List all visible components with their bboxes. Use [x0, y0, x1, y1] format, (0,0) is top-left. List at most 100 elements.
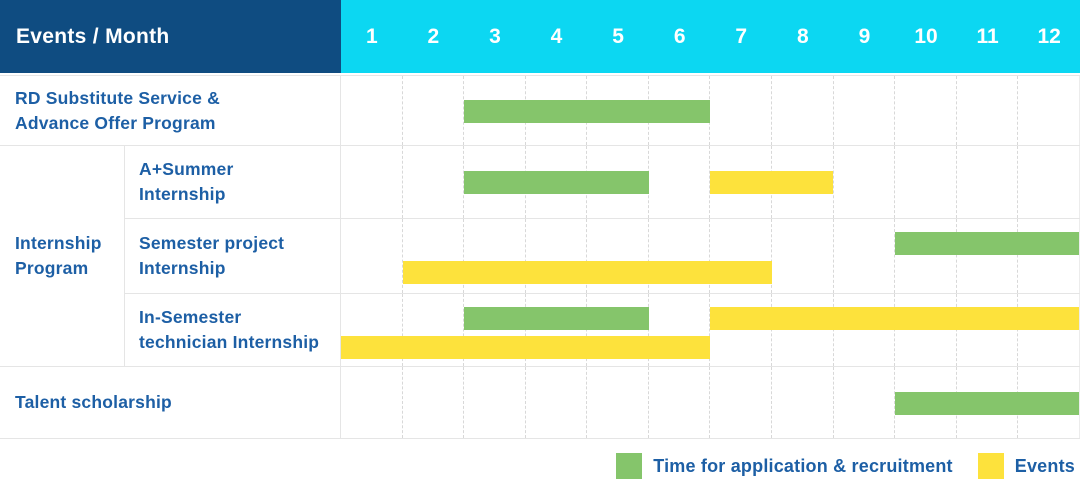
month-grid-column	[832, 367, 895, 438]
month-grid-column	[401, 146, 464, 218]
group-label-internship: Internship Program	[0, 146, 125, 366]
month-grid-column	[771, 219, 833, 293]
row-label-technician: In-Semester technician Internship	[125, 294, 341, 366]
month-header-cell: 9	[858, 24, 871, 48]
month-grid-column	[524, 219, 587, 293]
row-label-semester: Semester project Internship	[125, 219, 341, 293]
month-grid-column	[1017, 294, 1079, 366]
month-grid-column	[832, 294, 895, 366]
month-header-row: 1 2 3 4 5 6 7 8 9 10 11 12	[341, 0, 1080, 73]
row-label-talent: Talent scholarship	[0, 367, 341, 438]
month-grid-column	[771, 294, 833, 366]
gantt-bar-application	[464, 99, 710, 123]
group-rows: A+Summer Internship Semester project Int…	[125, 146, 1080, 366]
month-header-cell: 4	[550, 24, 563, 48]
row-label-rd-line2: Advance Offer Program	[15, 112, 216, 133]
group-label-line2: Program	[15, 258, 89, 278]
month-grid-column	[463, 146, 525, 218]
month-grid-column	[709, 294, 771, 366]
row-a-plus-summer: A+Summer Internship	[125, 146, 1080, 219]
legend-swatch-application	[616, 453, 643, 479]
month-grid-column	[463, 367, 525, 438]
row-rd-substitute: RD Substitute Service & Advance Offer Pr…	[0, 76, 1080, 146]
chart-area-technician	[341, 294, 1080, 366]
month-grid-column	[586, 367, 648, 438]
month-grid-column	[401, 294, 464, 366]
gantt-bar-events	[710, 307, 1079, 330]
chart-area-summer	[341, 146, 1080, 218]
chart-area-talent	[341, 367, 1080, 438]
month-grid-column	[894, 219, 956, 293]
month-grid-column	[463, 294, 525, 366]
month-header-cell: 1	[365, 24, 378, 48]
legend: Time for application & recruitment Event…	[0, 439, 1080, 493]
month-grid-column	[341, 219, 402, 293]
month-grid-column	[771, 76, 833, 145]
month-grid-column	[709, 367, 771, 438]
month-header-cell: 2	[427, 24, 440, 48]
gantt-bar-application	[464, 307, 649, 330]
month-header-cell: 12	[1037, 24, 1061, 48]
row-label-rd-line1: RD Substitute Service &	[15, 87, 220, 108]
month-grid-column	[401, 219, 464, 293]
group-internship-program: Internship Program A+Summer Internship S…	[0, 146, 1080, 367]
month-header-cell: 10	[914, 24, 938, 48]
month-grid-column	[341, 146, 402, 218]
month-grid-column	[832, 76, 895, 145]
month-grid-column	[955, 146, 1018, 218]
month-grid-column	[647, 146, 710, 218]
row-label-semester-line1: Semester project	[139, 233, 285, 253]
month-header-cell: 6	[673, 24, 686, 48]
month-grid-column	[955, 76, 1018, 145]
month-grid-column	[771, 367, 833, 438]
month-grid-column	[586, 294, 648, 366]
month-grid-column	[1017, 219, 1079, 293]
month-grid-column	[524, 294, 587, 366]
legend-label-events: Events	[1014, 455, 1075, 476]
month-grid-column	[955, 219, 1018, 293]
legend-swatch-events	[977, 453, 1004, 479]
month-grid-column	[401, 76, 464, 145]
month-grid-column	[709, 76, 771, 145]
month-grid-column	[524, 367, 587, 438]
month-grid-column	[463, 219, 525, 293]
month-header-cell: 5	[612, 24, 624, 48]
header-row: Events / Month 1 2 3 4 5 6 7 8 9 10 11 12	[0, 0, 1080, 73]
row-talent-scholarship: Talent scholarship	[0, 367, 1080, 439]
gantt-bar-events	[341, 336, 710, 359]
month-grid-column	[586, 219, 648, 293]
row-label-technician-line2: technician Internship	[139, 332, 320, 352]
row-label-technician-line1: In-Semester	[139, 307, 242, 327]
month-grid-column	[832, 146, 895, 218]
month-grid-column	[463, 76, 525, 145]
month-header-cell: 8	[796, 24, 809, 48]
month-grid-column	[894, 146, 956, 218]
chart-area-semester	[341, 219, 1080, 293]
row-label-talent-line1: Talent scholarship	[15, 392, 172, 412]
month-grid-column	[1017, 146, 1079, 218]
row-label-summer: A+Summer Internship	[125, 146, 341, 218]
month-grid-column	[709, 219, 771, 293]
month-grid-column	[832, 219, 895, 293]
month-grid-column	[341, 76, 402, 145]
row-label-rd: RD Substitute Service & Advance Offer Pr…	[0, 76, 341, 145]
month-grid-column	[709, 146, 771, 218]
gantt-bar-application	[894, 232, 1079, 255]
row-label-summer-line1: A+Summer	[139, 159, 234, 179]
gantt-table: RD Substitute Service & Advance Offer Pr…	[0, 75, 1080, 439]
month-grid-column	[647, 294, 710, 366]
row-label-semester-line2: Internship	[139, 258, 226, 278]
month-grid-column	[894, 294, 956, 366]
gantt-bar-events	[402, 261, 772, 284]
legend-label-application: Time for application & recruitment	[653, 455, 953, 476]
gantt-bar-application	[464, 171, 649, 194]
row-in-semester-technician: In-Semester technician Internship	[125, 294, 1080, 366]
month-header-cell: 11	[976, 24, 999, 48]
chart-area-rd	[341, 76, 1080, 145]
month-header-cell: 7	[735, 24, 748, 48]
month-grid-column	[955, 294, 1018, 366]
month-grid-column	[1017, 76, 1079, 145]
gantt-bar-application	[894, 391, 1079, 415]
month-grid-column	[647, 367, 710, 438]
